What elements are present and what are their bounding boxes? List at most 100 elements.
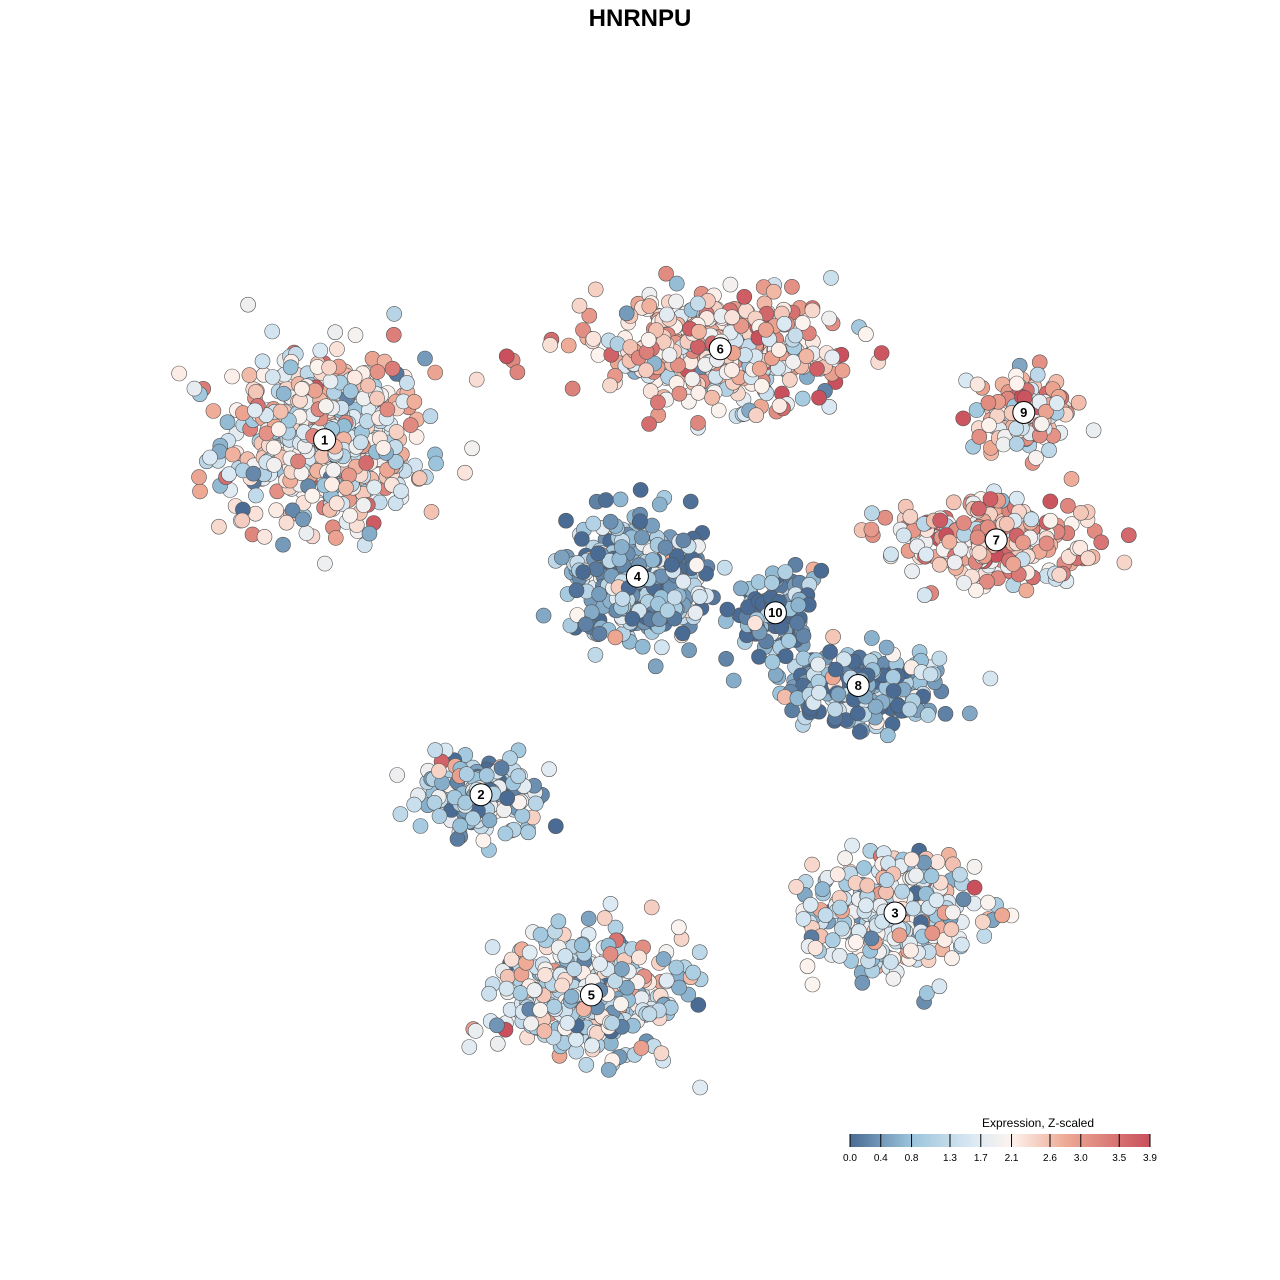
data-point	[205, 403, 222, 419]
data-point	[202, 449, 218, 466]
data-point	[417, 350, 433, 367]
data-point	[328, 495, 345, 512]
data-point	[668, 959, 685, 976]
data-point	[747, 615, 763, 631]
data-point	[192, 483, 208, 500]
data-point	[602, 377, 618, 394]
data-point	[568, 1031, 584, 1048]
data-point	[612, 491, 629, 508]
data-point	[811, 684, 827, 701]
data-point	[265, 439, 282, 456]
data-point	[346, 369, 363, 386]
data-point	[498, 980, 515, 997]
data-point	[827, 661, 844, 678]
data-point	[851, 724, 868, 740]
data-point	[809, 361, 825, 377]
data-point	[536, 1023, 553, 1039]
cluster-label-text: 5	[588, 987, 595, 1002]
data-point	[564, 380, 581, 397]
cluster-label-3: 3	[883, 901, 907, 925]
data-point	[369, 364, 386, 380]
data-point	[499, 790, 516, 807]
data-point	[587, 281, 604, 298]
data-point	[1033, 416, 1050, 432]
data-point	[532, 926, 549, 943]
cluster-label-badge	[1012, 401, 1036, 424]
data-point	[690, 415, 706, 431]
data-point	[931, 650, 948, 667]
data-point	[1121, 527, 1137, 544]
data-point	[295, 511, 311, 528]
data-point	[385, 326, 402, 343]
legend-tick-label: 2.6	[1043, 1153, 1057, 1164]
data-point	[895, 527, 912, 544]
data-point	[924, 925, 941, 942]
data-point	[596, 910, 613, 926]
data-point	[901, 701, 918, 718]
cluster-label-10: 10	[763, 601, 787, 625]
data-point	[659, 306, 675, 323]
data-point	[375, 440, 392, 456]
data-point	[968, 402, 985, 418]
data-point	[751, 360, 768, 377]
data-point	[691, 588, 708, 605]
data-point	[431, 808, 448, 824]
data-point	[592, 956, 608, 972]
data-point	[322, 373, 339, 390]
data-point	[827, 701, 843, 718]
data-point	[863, 630, 880, 646]
data-point	[379, 401, 396, 418]
cluster-label-badge	[984, 528, 1008, 552]
cluster-label-text: 4	[634, 569, 642, 584]
data-point	[272, 403, 289, 420]
data-point	[643, 899, 660, 916]
data-point	[685, 964, 701, 981]
data-point	[849, 705, 866, 722]
data-point	[609, 336, 626, 352]
data-point	[631, 949, 647, 966]
cluster-label-badge	[883, 901, 907, 925]
data-point	[810, 656, 826, 673]
data-point	[878, 639, 895, 656]
data-point	[191, 469, 207, 485]
data-point	[644, 552, 661, 568]
data-point	[641, 298, 658, 314]
data-point	[1085, 422, 1102, 439]
data-point	[944, 904, 961, 921]
cluster-label-7: 7	[984, 528, 1008, 552]
data-point	[690, 384, 707, 401]
data-point	[527, 795, 544, 812]
data-point	[941, 533, 958, 550]
data-point	[585, 331, 602, 347]
data-point	[675, 532, 692, 549]
data-point	[904, 563, 920, 580]
data-point	[863, 930, 880, 947]
data-point	[856, 860, 872, 876]
cluster-label-text: 8	[855, 678, 862, 693]
data-point	[312, 342, 329, 359]
cluster-label-badge	[313, 428, 337, 452]
data-point	[688, 557, 705, 573]
data-point	[186, 380, 203, 397]
data-point	[724, 362, 740, 378]
data-point	[256, 528, 273, 545]
data-point	[789, 615, 806, 631]
data-point	[327, 530, 344, 546]
cluster-label-badge	[469, 783, 493, 807]
data-point	[837, 850, 853, 867]
data-point	[489, 1036, 506, 1052]
data-point	[613, 539, 630, 555]
data-point	[457, 464, 473, 481]
data-point	[952, 541, 969, 558]
data-point	[681, 642, 697, 659]
data-point	[671, 385, 688, 402]
data-point	[825, 628, 841, 645]
cluster-label-badge	[579, 983, 603, 1007]
data-point	[512, 985, 529, 1001]
data-point	[532, 1002, 549, 1018]
cluster-label-text: 3	[891, 906, 898, 921]
data-point	[521, 944, 538, 961]
data-point	[790, 597, 807, 614]
data-point	[1073, 504, 1089, 521]
